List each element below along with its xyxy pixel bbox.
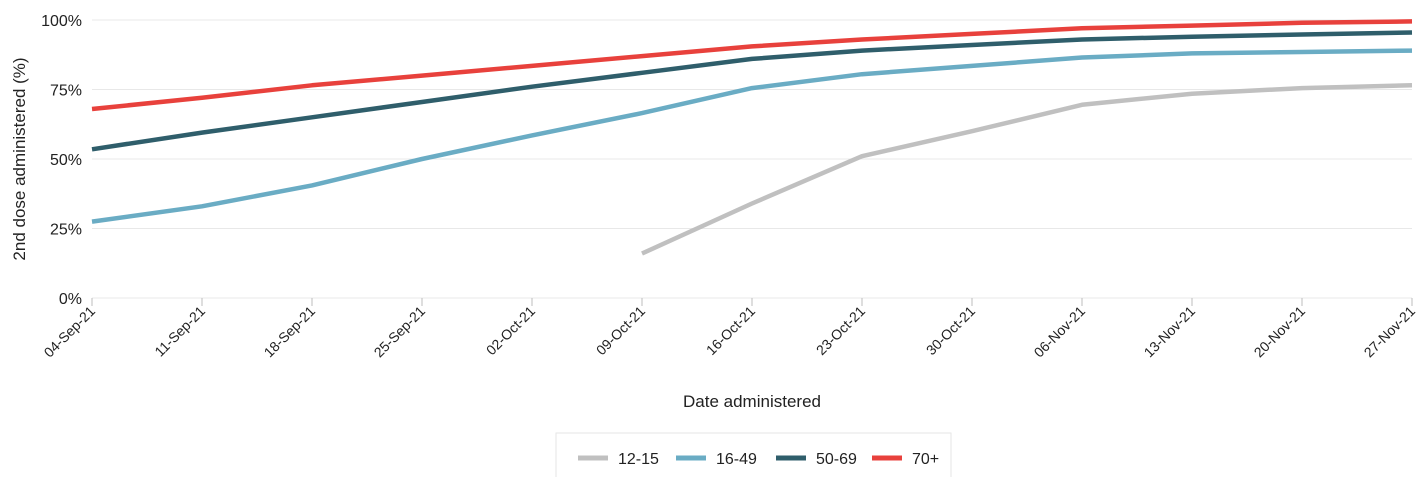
x-tick-label: 13-Nov-21 [1141,303,1199,361]
x-tick-label: 16-Oct-21 [703,303,758,358]
series-lines [91,19,1413,256]
legend-box [555,432,952,477]
legend-label-50-69: 50-69 [816,451,857,468]
x-axis-title: Date administered [683,392,821,411]
x-axis-ticks: 04-Sep-21 11-Sep-21 18-Sep-21 25-Sep-21 02-O… [41,298,1419,361]
series-line-50-69 [91,30,1413,152]
gridlines [92,19,1412,299]
y-tick-label: 100% [41,13,82,30]
x-tick-label: 04-Sep-21 [41,303,99,361]
y-tick-label: 0% [59,291,82,308]
y-tick-label: 25% [50,222,82,239]
x-tick-label: 27-Nov-21 [1361,303,1419,361]
x-tick-label: 25-Sep-21 [371,303,429,361]
x-tick-label: 09-Oct-21 [593,303,648,358]
legend: 12-15 16-49 50-69 70+ [555,432,952,477]
legend-label-12-15: 12-15 [618,451,659,468]
x-tick-label: 23-Oct-21 [813,303,868,358]
y-axis-ticks: 0% 25% 50% 75% 100% [41,13,82,308]
series-line-16-49 [91,48,1413,224]
x-tick-label: 06-Nov-21 [1031,303,1089,361]
y-axis-title: 2nd dose administered (%) [10,57,29,260]
y-tick-label: 50% [50,152,82,169]
legend-label-16-49: 16-49 [716,451,757,468]
series-line-12-15 [641,83,1413,256]
x-tick-label: 11-Sep-21 [151,303,208,360]
legend-label-70+: 70+ [912,451,939,468]
y-tick-label: 75% [50,83,82,100]
x-tick-label: 18-Sep-21 [261,303,319,361]
x-tick-label: 30-Oct-21 [923,303,978,358]
series-line-70+ [91,19,1413,112]
x-tick-label: 20-Nov-21 [1251,303,1309,361]
x-tick-label: 02-Oct-21 [483,303,538,358]
